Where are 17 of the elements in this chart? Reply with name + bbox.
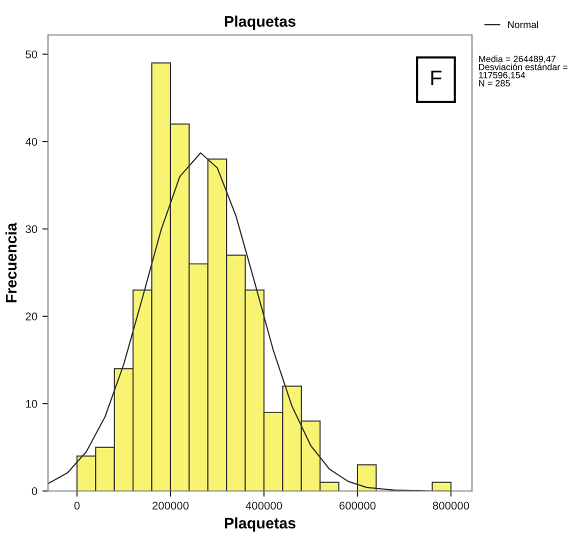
annotation: F bbox=[431, 70, 442, 86]
x-tick-label: 0 bbox=[74, 502, 80, 510]
y-tick-label: 30 bbox=[26, 225, 38, 234]
x-tick-label: 600000 bbox=[339, 502, 376, 510]
x-axis-title: Plaquetas bbox=[224, 517, 296, 532]
y-tick-label: 10 bbox=[26, 400, 38, 408]
x-tick-label: 400000 bbox=[246, 502, 282, 510]
text: Media = 264489,47 Desviación estándar = 117596,154 N = 285 bbox=[479, 56, 568, 86]
x-tick-label: 800000 bbox=[432, 502, 470, 510]
legend-label: Normal bbox=[508, 20, 538, 28]
y-tick-label: 40 bbox=[25, 138, 38, 146]
chart-title: Plaquetas bbox=[224, 16, 296, 30]
y-tick-label: 20 bbox=[26, 312, 38, 320]
y-tick-label: 0 bbox=[32, 487, 38, 496]
x-tick-label: 200000 bbox=[152, 502, 189, 510]
y-axis-title: Frecuencia bbox=[5, 222, 17, 302]
y-tick-label: 50 bbox=[26, 50, 38, 58]
